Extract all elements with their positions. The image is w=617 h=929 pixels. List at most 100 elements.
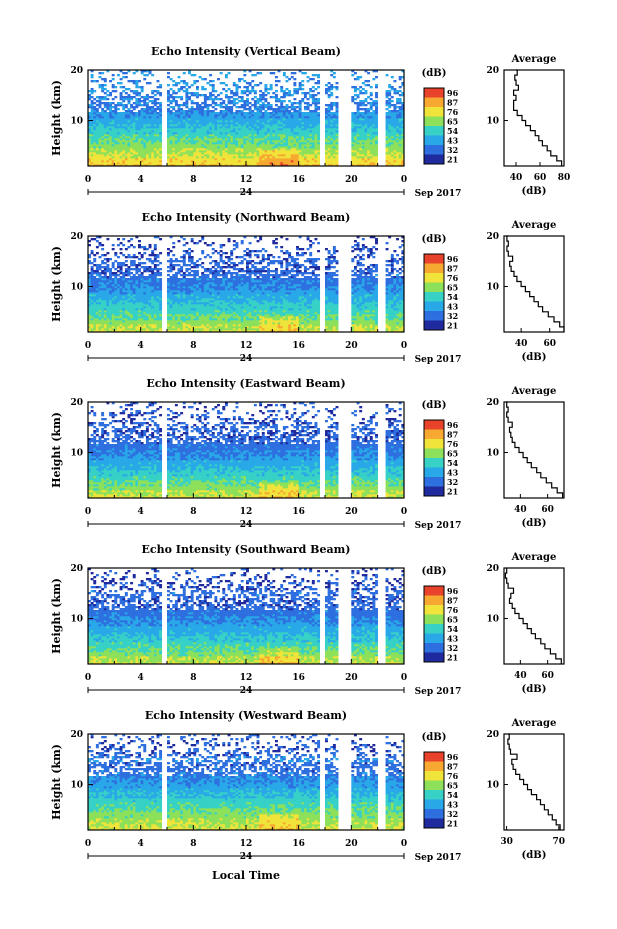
colorbar-segment (424, 293, 444, 297)
colorbar-tick-label: 21 (447, 320, 458, 330)
colorbar-segment (424, 137, 444, 140)
colorbar-segment (424, 595, 444, 598)
colorbar-segment (424, 259, 444, 262)
colorbar-frame (423, 419, 445, 497)
colorbar-segment (424, 133, 444, 136)
colorbar-tick-label: 21 (447, 154, 458, 164)
x-axis-label: Local Time (212, 869, 280, 882)
colorbar-segment (424, 324, 444, 327)
colorbar-segment (424, 624, 444, 627)
colorbar-segment (424, 660, 444, 663)
colorbar-segment (424, 820, 444, 823)
colorbar-segment (424, 807, 444, 810)
colorbar-segment (424, 488, 444, 491)
colorbar-segment (424, 629, 444, 632)
colorbar-segment (424, 778, 444, 781)
colorbar-segment (424, 814, 444, 817)
panel-1: Echo Intensity (Vertical Beam) 10 20 Height… (50, 45, 570, 199)
y-axis-label: Height (km) (50, 246, 63, 322)
colorbar-segment (424, 286, 444, 289)
colorbar-segment (424, 589, 444, 592)
x-tick-label: 8 (190, 507, 196, 517)
colorbar-segment (424, 473, 444, 476)
colorbar-segment (424, 622, 444, 625)
colorbar-segment (424, 784, 444, 787)
average-title: Average (511, 552, 557, 563)
colorbar-tick-label: 87 (447, 761, 458, 771)
colorbar-segment (424, 105, 444, 108)
date-day-label: 24 (240, 852, 253, 862)
colorbar-segment (424, 425, 444, 428)
panel-title: Echo Intensity (Southward Beam) (142, 543, 351, 556)
colorbar-segment (424, 805, 444, 808)
x-tick-label: 0 (401, 175, 407, 185)
x-tick-label: 4 (138, 673, 144, 683)
colorbar-segment (424, 452, 444, 455)
average-title: Average (511, 54, 557, 65)
average-y-tick-label: 10 (486, 283, 499, 293)
colorbar-segment (424, 818, 444, 821)
average-frame (503, 69, 565, 167)
colorbar-segment (424, 601, 444, 604)
colorbar-segment (424, 152, 444, 155)
y-axis-label: Height (km) (50, 412, 63, 488)
panel-title: Echo Intensity (Eastward Beam) (146, 377, 345, 390)
colorbar-segment (424, 97, 444, 100)
colorbar-tick-label: 54 (447, 458, 459, 468)
colorbar-segment (424, 637, 444, 640)
x-tick-label: 20 (345, 673, 358, 683)
x-tick-label: 8 (190, 175, 196, 185)
colorbar-segment (424, 148, 444, 151)
x-tick-label: 0 (401, 341, 407, 351)
colorbar-segment (424, 618, 444, 621)
average-x-tick-label: 40 (514, 505, 527, 515)
colorbar-segment (424, 88, 444, 91)
x-tick-label: 0 (85, 507, 91, 517)
colorbar-tick-label: 32 (447, 311, 458, 321)
colorbar-segment (424, 608, 444, 611)
colorbar-segment (424, 799, 444, 802)
heatmap-cells (88, 70, 405, 167)
colorbar-tick-label: 21 (447, 486, 458, 496)
x-tick-label: 12 (240, 839, 253, 849)
colorbar-segment (424, 448, 444, 451)
heatmap-cells (88, 402, 405, 499)
x-tick-label: 0 (85, 673, 91, 683)
colorbar-segment (424, 444, 444, 447)
colorbar-tick-label: 65 (447, 614, 458, 624)
average-y-tick-label: 10 (486, 449, 499, 459)
colorbar-segment (424, 99, 444, 102)
colorbar-tick-label: 54 (447, 624, 459, 634)
y-tick-label: 20 (70, 564, 83, 574)
y-tick-label: 20 (70, 66, 83, 76)
panel-4: Echo Intensity (Southward Beam) 10 20 Heigh… (50, 543, 565, 697)
colorbar-tick-label: 21 (447, 818, 458, 828)
colorbar-segment (424, 461, 444, 464)
colorbar-segment (424, 490, 444, 493)
y-tick-label: 10 (70, 283, 83, 293)
colorbar-segment (424, 257, 444, 260)
colorbar-tick-label: 43 (447, 799, 459, 809)
x-tick-label: 20 (345, 175, 358, 185)
colorbar-segment (424, 437, 444, 440)
colorbar-tick-label: 65 (447, 282, 458, 292)
colorbar-segment (424, 145, 444, 148)
colorbar-segment (424, 91, 444, 94)
colorbar-segment (424, 752, 444, 755)
y-tick-label: 10 (70, 781, 83, 791)
date-month-label: Sep 2017 (415, 687, 462, 697)
colorbar-segment (424, 120, 444, 123)
colorbar-segment (424, 484, 444, 487)
colorbar-segment (424, 458, 444, 461)
average-profile-line (507, 733, 561, 830)
colorbar-tick-label: 65 (447, 780, 458, 790)
colorbar-segment (424, 486, 444, 489)
panel-title: Echo Intensity (Westward Beam) (145, 709, 347, 722)
colorbar-segment (424, 757, 444, 760)
colorbar-segment (424, 755, 444, 758)
average-title: Average (511, 220, 557, 231)
y-tick-label: 10 (70, 615, 83, 625)
